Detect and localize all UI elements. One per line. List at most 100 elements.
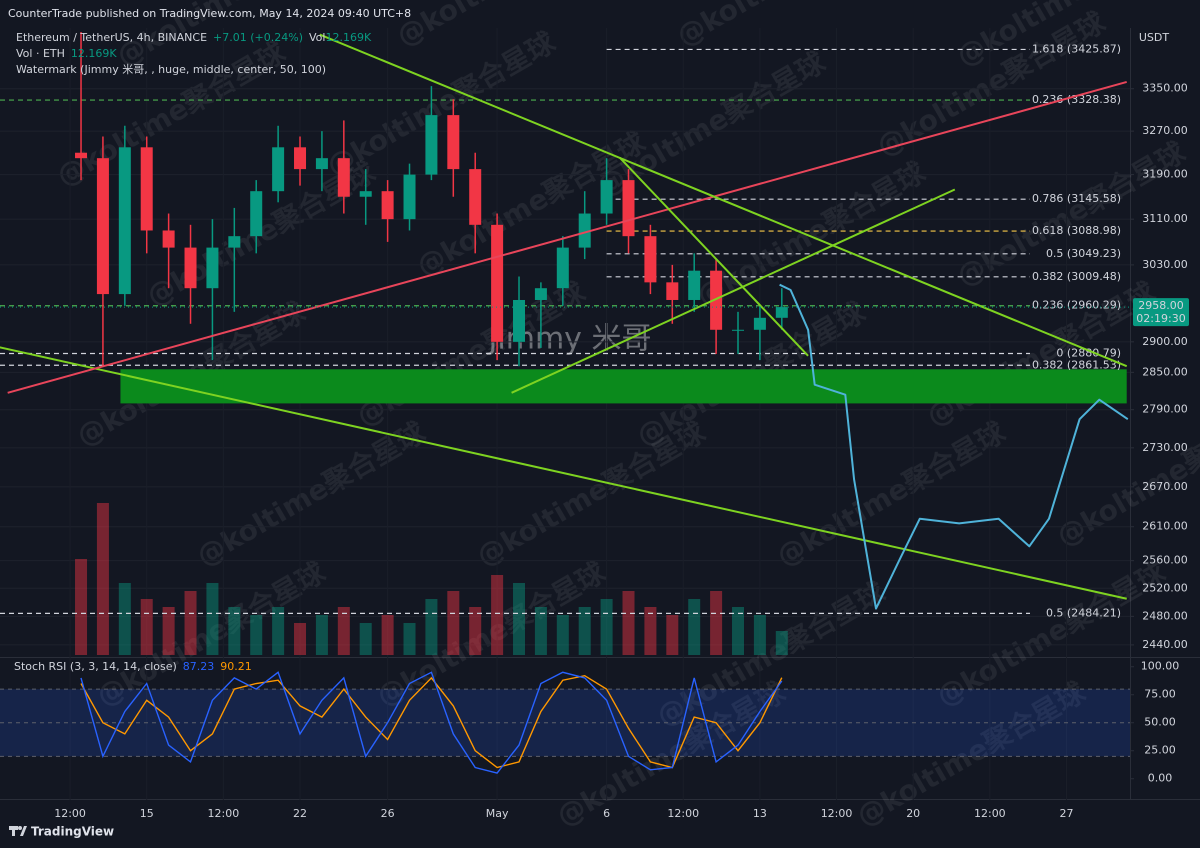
x-tick-label: 20 <box>906 807 920 820</box>
x-tick-label: 12:00 <box>974 807 1006 820</box>
candle-body <box>359 191 372 197</box>
y-tick-label: 50.00 <box>1144 716 1176 729</box>
fib-label: 1.618 (3425.87) <box>1032 42 1121 55</box>
legend-line-2: Vol · ETH 12.169K <box>16 47 117 60</box>
candle-body <box>272 147 285 192</box>
volume-bar <box>250 615 263 655</box>
y-tick-label: 2520.00 <box>1142 581 1188 594</box>
y-tick-label: 2730.00 <box>1142 441 1188 454</box>
candle-body <box>513 299 526 342</box>
fib-label: 0.382 (2861.53) <box>1032 358 1121 371</box>
legend-line-1: Ethereum / TetherUS, 4h, BINANCE +7.01 (+… <box>16 31 372 44</box>
symbol: Ethereum / TetherUS, 4h, BINANCE <box>16 31 207 44</box>
y-tick-label: 3030.00 <box>1142 258 1188 271</box>
trend-line <box>7 80 1127 394</box>
countdown-label: 02:19:30 <box>1136 312 1185 325</box>
x-tick-label: 12:00 <box>208 807 240 820</box>
vol-value: 12.169K <box>71 47 117 60</box>
volume-bar <box>513 583 526 655</box>
candle-body <box>250 191 263 237</box>
y-tick-label: 2670.00 <box>1142 480 1188 493</box>
volume-bar <box>666 615 679 655</box>
volume-bar <box>447 591 460 655</box>
volume-bar <box>403 623 416 655</box>
volume-bar <box>206 583 219 655</box>
fib-label: 0.236 (2960.29) <box>1032 299 1121 312</box>
fib-label: 0.382 (3009.48) <box>1032 270 1121 283</box>
volume-bar <box>534 607 547 655</box>
candle-body <box>556 247 569 289</box>
volume-bar <box>140 599 153 655</box>
candle-body <box>578 213 591 248</box>
volume-bar <box>491 575 504 655</box>
y-tick-label: 75.00 <box>1144 688 1176 701</box>
support-zone <box>120 369 1127 404</box>
volume-bar <box>688 599 701 655</box>
candle-body <box>162 230 175 248</box>
y-tick-label: 2900.00 <box>1142 335 1188 348</box>
logo-part <box>20 826 27 836</box>
trend-line <box>0 346 1127 600</box>
volume-bar <box>118 583 131 655</box>
projection-path <box>779 283 1129 610</box>
candle-body <box>96 158 109 295</box>
x-tick-label: May <box>486 807 509 820</box>
volume-bar <box>75 559 88 655</box>
vol-title: Vol · ETH <box>16 47 65 60</box>
candle-body <box>710 270 723 330</box>
volume-bar <box>162 607 175 655</box>
stoch-k-last: 87.23 <box>183 660 215 673</box>
trend-line <box>619 156 809 357</box>
y-tick-label: 0.00 <box>1148 772 1173 785</box>
y-tick-label: 3110.00 <box>1142 212 1188 225</box>
candle-body <box>644 236 657 283</box>
volume-bar <box>425 599 438 655</box>
candle-body <box>534 288 547 300</box>
candle-body <box>775 307 788 318</box>
change: +7.01 (+0.24%) <box>213 31 303 44</box>
stoch-line <box>80 674 783 769</box>
trend-line <box>319 33 1128 368</box>
y-tick-label: 2480.00 <box>1142 609 1188 622</box>
y-tick-label: 3190.00 <box>1142 168 1188 181</box>
x-tick-label: 12:00 <box>821 807 853 820</box>
stoch-legend: Stoch RSI (3, 3, 14, 14, close) 87.23 90.2… <box>14 660 252 673</box>
volume-bar <box>272 607 285 655</box>
candle-body <box>447 115 460 170</box>
x-tick-label: 15 <box>140 807 154 820</box>
volume-bar <box>622 591 635 655</box>
y-tick-label: 3350.00 <box>1142 82 1188 95</box>
candle-body <box>118 147 131 295</box>
stoch-band <box>0 689 1130 757</box>
vol-value: 12.169K <box>325 31 371 44</box>
volume-bar <box>294 623 307 655</box>
x-tick-label: 22 <box>293 807 307 820</box>
volume-bar <box>337 607 350 655</box>
candle-body <box>294 147 307 170</box>
volume-bar <box>600 599 613 655</box>
candle-body <box>315 158 328 170</box>
logo-part <box>12 826 15 836</box>
candle-body <box>75 152 88 159</box>
volume-bar <box>469 607 482 655</box>
candle-body <box>381 191 394 220</box>
candle-body <box>600 180 613 214</box>
volume-bar <box>228 607 241 655</box>
candle-body <box>469 169 482 225</box>
footer-brand: TradingView <box>31 825 114 839</box>
candle-body <box>140 147 153 231</box>
y-tick-label: 2790.00 <box>1142 403 1188 416</box>
publisher: CounterTrade published on TradingView.co… <box>8 7 411 20</box>
stoch-line <box>80 671 783 774</box>
last-price-box <box>1133 298 1189 327</box>
y-tick-label: 2440.00 <box>1142 638 1188 651</box>
candle-body <box>753 317 766 330</box>
fib-label: 0.786 (3145.58) <box>1032 192 1121 205</box>
candle-body <box>228 236 241 248</box>
x-tick-label: 26 <box>381 807 395 820</box>
volume-bar <box>775 631 788 655</box>
legend-watermark: Watermark (Jimmy 米哥, , huge, middle, cen… <box>16 63 326 76</box>
volume-bar <box>315 615 328 655</box>
